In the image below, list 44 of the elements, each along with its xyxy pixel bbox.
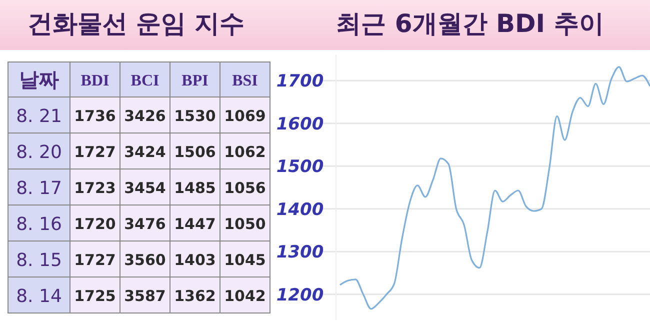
data-label: 1725 bbox=[74, 287, 116, 305]
chart-title: 최근 6개월간 BDI 추이 bbox=[336, 9, 604, 38]
x-tick-label: BPI bbox=[182, 72, 208, 90]
y-axis-title: 날짜 bbox=[19, 68, 59, 92]
data-label: 3426 bbox=[124, 107, 166, 125]
y-tick-label: 8. 16 bbox=[16, 214, 62, 235]
y-tick-label: 1400 bbox=[276, 200, 324, 220]
data-label: 1506 bbox=[174, 143, 216, 161]
y-tick-label: 8. 15 bbox=[16, 250, 62, 271]
data-label: 1530 bbox=[174, 107, 216, 125]
x-tick-label: BDI bbox=[80, 72, 110, 90]
line-series bbox=[339, 66, 650, 310]
data-label: 1727 bbox=[74, 251, 116, 269]
data-label: 1723 bbox=[74, 179, 116, 197]
x-tick-label: BCI bbox=[130, 72, 160, 90]
data-label: 1362 bbox=[174, 287, 216, 305]
data-label: 3476 bbox=[124, 215, 166, 233]
y-tick-label: 1300 bbox=[276, 242, 324, 263]
data-label: 1056 bbox=[224, 179, 266, 197]
data-label: 1042 bbox=[224, 287, 266, 305]
chart-title: 건화물선 운임 지수 bbox=[27, 9, 245, 38]
y-tick-label: 1500 bbox=[276, 157, 324, 178]
data-label: 1062 bbox=[224, 143, 266, 161]
data-label: 1727 bbox=[74, 143, 116, 161]
data-label: 1447 bbox=[174, 215, 216, 233]
y-tick-label: 1600 bbox=[276, 114, 324, 134]
y-tick-label: 1700 bbox=[276, 72, 324, 92]
data-label: 1069 bbox=[224, 107, 266, 125]
data-label: 3454 bbox=[124, 179, 166, 197]
y-tick-label: 1200 bbox=[276, 285, 324, 306]
y-tick-label: 8. 14 bbox=[16, 286, 62, 307]
y-tick-label: 8. 17 bbox=[16, 178, 62, 199]
data-label: 3587 bbox=[124, 287, 166, 305]
x-tick-label: BSI bbox=[232, 72, 258, 90]
y-tick-label: 8. 20 bbox=[16, 142, 62, 163]
data-label: 1050 bbox=[224, 215, 266, 233]
data-label: 1736 bbox=[74, 107, 116, 125]
data-label: 1485 bbox=[174, 179, 216, 197]
data-label: 3424 bbox=[124, 143, 166, 161]
data-label: 3560 bbox=[124, 251, 166, 269]
data-label: 1403 bbox=[174, 251, 216, 269]
data-label: 1720 bbox=[74, 215, 116, 233]
data-label: 1045 bbox=[224, 251, 266, 269]
y-tick-label: 8. 21 bbox=[16, 106, 62, 127]
